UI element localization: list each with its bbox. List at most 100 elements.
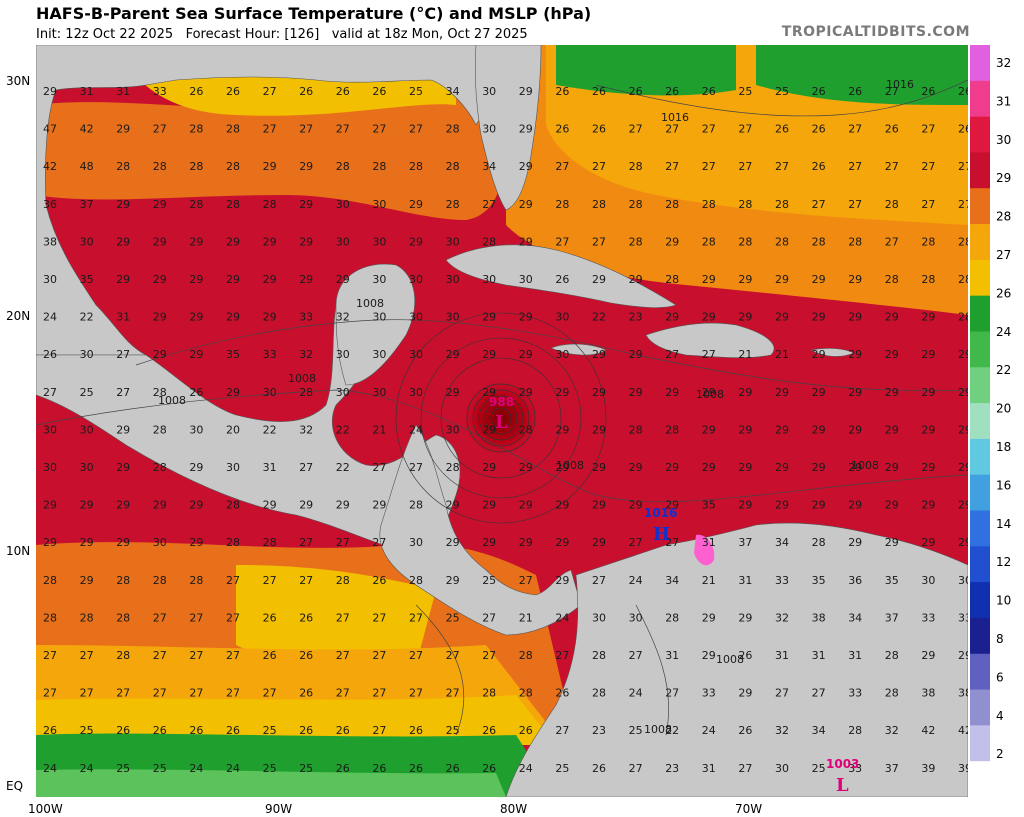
lon-label: 90W [265,802,292,816]
sst-value: 29 [519,499,533,512]
sst-value: 30 [446,311,460,324]
brand-watermark: TROPICALTIDBITS.COM [781,24,970,40]
sst-value: 28 [665,611,679,624]
sst-value: 30 [372,348,386,361]
sst-value: 28 [189,123,203,136]
isobar-label: 1016 [886,78,914,91]
sst-value: 21 [775,348,789,361]
sst-value: 28 [812,536,826,549]
sst-value: 30 [80,461,94,474]
sst-value: 29 [336,273,350,286]
sst-value: 22 [80,311,94,324]
colorbar-tick-label: 28 [996,210,1011,224]
sst-value: 39 [958,762,968,775]
sst-band-pacific-yellow [236,565,436,669]
valid-time: valid at 18z Mon, Oct 27 2025 [331,27,528,42]
sst-value: 27 [116,386,130,399]
sst-value: 28 [519,423,533,436]
sst-value: 29 [263,235,277,248]
sst-value: 26 [263,611,277,624]
land-lake-maracaibo [694,534,715,566]
sst-value: 30 [43,423,57,436]
sst-value: 28 [153,423,167,436]
sst-value: 29 [299,499,313,512]
sst-value: 30 [372,235,386,248]
storm-eye [395,312,607,524]
sst-value: 28 [263,536,277,549]
sst-value: 30 [409,311,423,324]
pressure-center-high-1016: 1016 H [644,506,677,545]
sst-value: 28 [848,724,862,737]
land-north-america [36,45,517,356]
sst-value: 30 [336,235,350,248]
colorbar-swatch [970,295,990,332]
sst-value: 28 [80,611,94,624]
sst-value: 27 [43,386,57,399]
sst-value: 29 [263,499,277,512]
sst-value: 27 [629,536,643,549]
sst-value: 26 [555,687,569,700]
land-central-america [379,424,582,636]
sst-value: 29 [153,235,167,248]
sst-value: 31 [848,649,862,662]
sst-value: 27 [665,687,679,700]
sst-value: 27 [702,123,716,136]
sst-value: 27 [702,160,716,173]
sst-value: 27 [226,687,240,700]
sst-value: 29 [702,386,716,399]
colorbar-swatch [970,224,990,261]
sst-value: 27 [446,687,460,700]
sst-value: 34 [812,724,826,737]
sst-value: 38 [812,611,826,624]
sst-value: 33 [775,574,789,587]
sst-value: 33 [299,311,313,324]
colorbar-swatch [970,403,990,440]
sst-value: 32 [336,311,350,324]
sst-value: 30 [43,273,57,286]
sst-value: 27 [885,160,899,173]
sst-value: 30 [409,536,423,549]
sst-value: 27 [409,461,423,474]
colorbar-swatch [970,617,990,655]
sst-value: 29 [482,423,496,436]
colorbar-tick-label: 18 [996,440,1011,454]
sst-value: 29 [665,386,679,399]
sst-value: 37 [885,762,899,775]
sst-value: 27 [336,536,350,549]
sst-value: 29 [409,235,423,248]
sst-value: 27 [665,123,679,136]
sst-value: 27 [482,198,496,211]
sst-value: 34 [848,611,862,624]
sst-value: 25 [738,85,752,98]
colorbar-tick-label: 14 [996,517,1011,531]
sst-value: 28 [958,311,968,324]
sst-value: 29 [519,386,533,399]
sst-value: 34 [665,574,679,587]
sst-value: 25 [80,386,94,399]
sst-value: 29 [812,499,826,512]
sst-value: 28 [738,198,752,211]
sst-value: 29 [958,499,968,512]
sst-value: 27 [372,611,386,624]
sst-value: 29 [958,423,968,436]
sst-value: 25 [299,762,313,775]
sst-value: 42 [80,123,94,136]
colorbar-tick-label: 8 [996,632,1004,646]
sst-value: 32 [775,611,789,624]
colorbar-swatch [970,653,990,691]
sst-value: 28 [116,611,130,624]
sst-value: 27 [775,160,789,173]
sst-value: 38 [958,687,968,700]
sst-value: 29 [482,386,496,399]
colorbar-tick-label: 22 [996,363,1011,377]
sst-value: 26 [299,611,313,624]
sst-value: 29 [409,198,423,211]
sst-value: 28 [446,160,460,173]
sst-value: 22 [665,724,679,737]
sst-value: 25 [446,611,460,624]
sst-value: 29 [555,423,569,436]
colorbar-swatch [970,80,990,118]
sst-value: 29 [885,386,899,399]
colorbar-swatch [970,188,990,225]
sst-value: 24 [80,762,94,775]
